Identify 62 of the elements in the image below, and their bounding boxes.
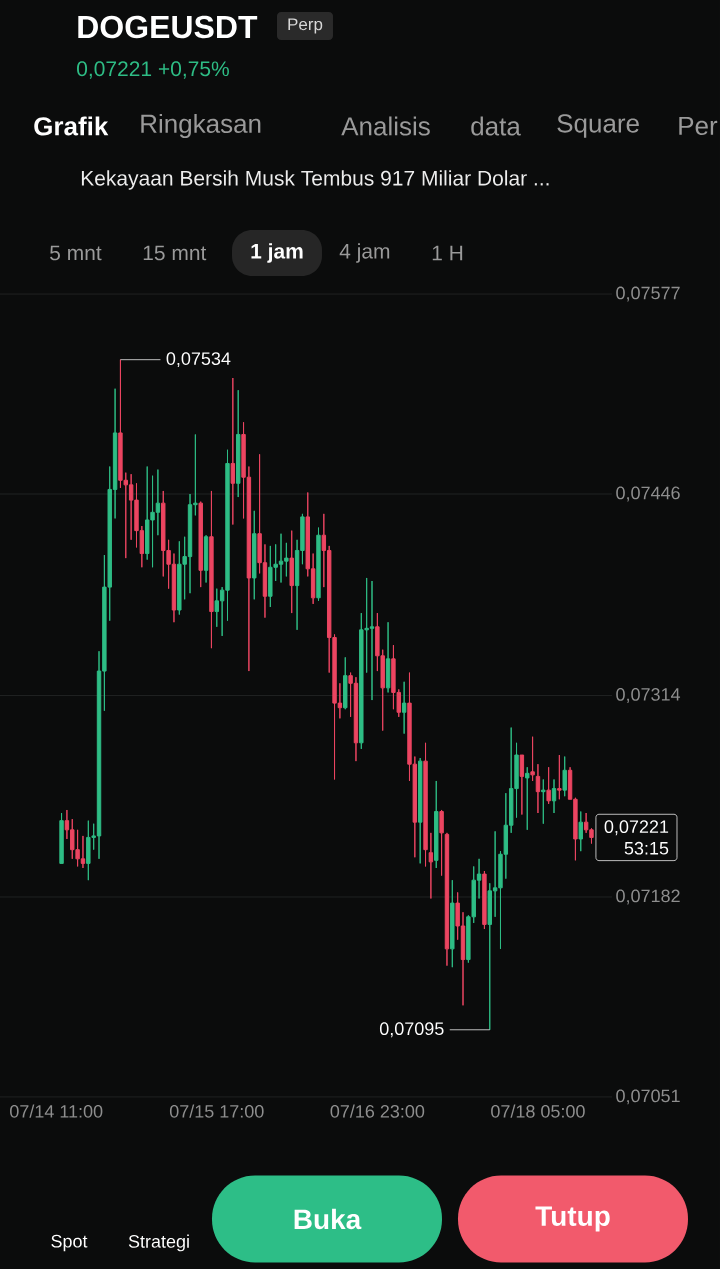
- text: 1 jam: [251, 243, 303, 263]
- candlestick: [252, 510, 257, 600]
- candlestick: [417, 757, 423, 864]
- text: Buka: [294, 1208, 362, 1230]
- chart-subtitle: 0,07221 +0,75%: [77, 61, 229, 79]
- candlestick: [546, 766, 551, 805]
- candlestick: [525, 766, 530, 831]
- chart-title: DOGEUSDT: [78, 15, 258, 39]
- candlestick: [209, 490, 214, 649]
- text: Ringkasan: [141, 113, 261, 139]
- candlestick: [203, 534, 209, 584]
- candlestick: [535, 763, 541, 814]
- x-tick-label: 07/18 05:00: [491, 1104, 585, 1118]
- candlestick: [230, 377, 236, 526]
- text: Per: [679, 116, 718, 136]
- y-tick-label: 0,07446: [616, 486, 680, 502]
- candlestick: [235, 389, 241, 498]
- candlestick: [343, 656, 348, 710]
- annotation: 0,07095: [379, 1022, 444, 1038]
- text: Tutup: [535, 1206, 610, 1232]
- x-tick-label: 07/16 23:00: [330, 1104, 425, 1118]
- candlestick: [530, 736, 535, 782]
- candlestick: [519, 754, 525, 816]
- candlestick: [444, 832, 450, 967]
- annotation: 0,07534: [166, 352, 231, 368]
- text: Strategi: [128, 1234, 189, 1252]
- candlestick: [578, 811, 583, 852]
- text: 5 mnt: [50, 245, 102, 261]
- y-tick-label: 0,07051: [616, 1089, 680, 1105]
- x-tick-label: 07/14 11:00: [10, 1104, 103, 1118]
- candlestick: [316, 527, 321, 602]
- text: 1 H: [432, 245, 463, 261]
- candlestick: [450, 879, 455, 968]
- candlestick: [289, 530, 294, 614]
- y-tick-label: 0,07314: [616, 688, 681, 703]
- text: data: [471, 116, 521, 136]
- annotation: 0,07221: [604, 820, 669, 836]
- candlestick: [541, 778, 546, 825]
- y-tick-label: 0,07577: [616, 286, 680, 302]
- candlestick: [198, 501, 203, 588]
- candlestick: [401, 681, 407, 735]
- candlestick: [423, 742, 428, 867]
- text: Kekayaan Bersih Musk Tembus 917 Miliar Dolar ...: [81, 170, 549, 190]
- text: Square: [557, 114, 639, 138]
- candlestick: [428, 832, 434, 899]
- candlestick: [557, 754, 562, 800]
- text: 53:15: [624, 841, 669, 855]
- x-tick-label: 07/15 17:00: [169, 1104, 264, 1118]
- candlestick: [562, 756, 567, 797]
- text: 15 mnt: [143, 245, 207, 261]
- candlestick: [551, 778, 557, 814]
- text: Perp: [288, 18, 323, 34]
- candlestick: [385, 621, 391, 693]
- text: Analisis: [341, 116, 430, 136]
- y-tick-label: 0,07182: [616, 889, 680, 905]
- text: Spot: [51, 1234, 88, 1252]
- text: 4 jam: [339, 243, 390, 263]
- text: Grafik: [34, 116, 109, 136]
- candlestick: [59, 812, 64, 864]
- candlestick: [439, 809, 444, 877]
- candlestick: [482, 870, 487, 930]
- candlestick: [434, 780, 439, 869]
